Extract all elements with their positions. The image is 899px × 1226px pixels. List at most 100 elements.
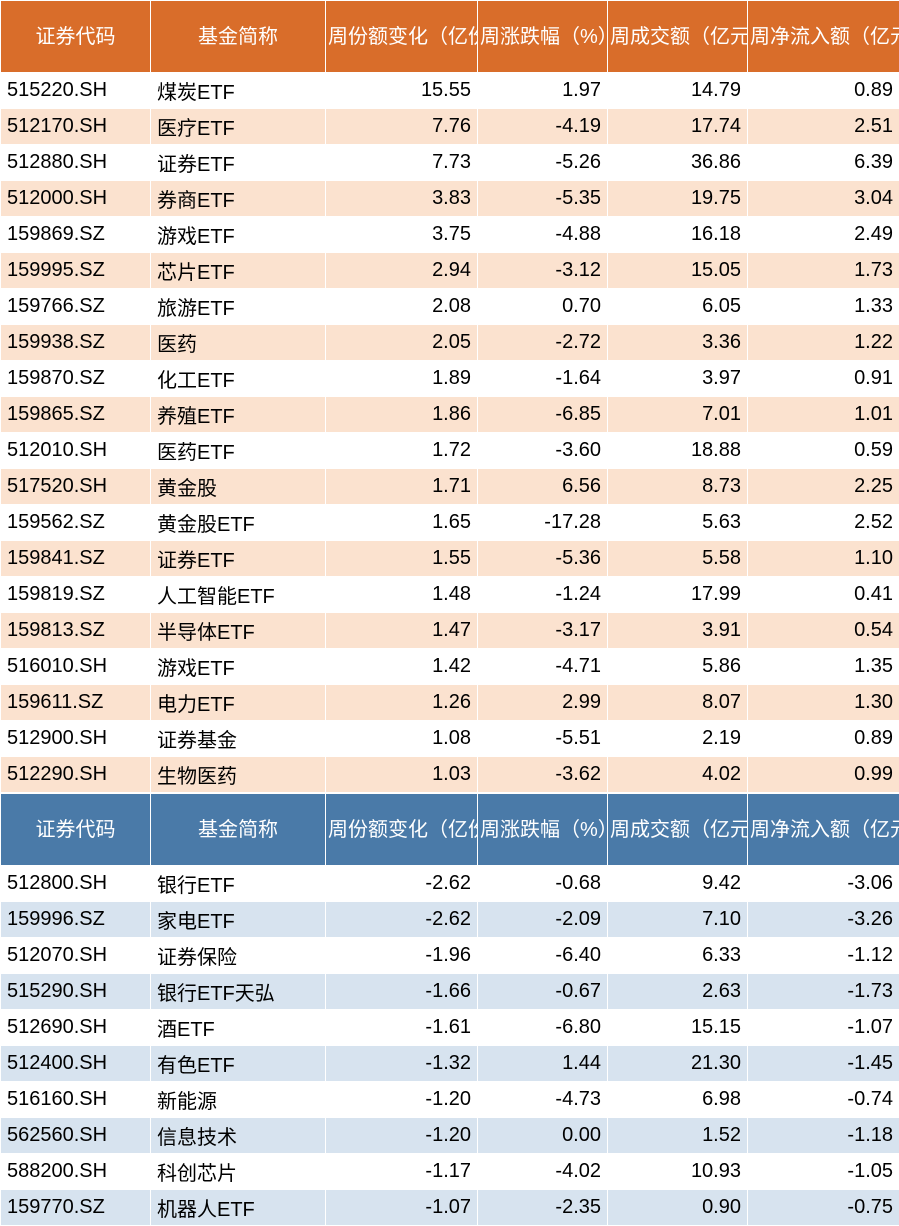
cell-code: 588200.SH: [1, 1154, 151, 1190]
table-row: 159865.SZ养殖ETF1.86-6.857.011.01: [1, 397, 899, 433]
cell-code: 512880.SH: [1, 145, 151, 181]
table-row: 159611.SZ电力ETF1.262.998.071.30: [1, 685, 899, 721]
cell-name: 游戏ETF: [151, 217, 326, 253]
cell-value: 0.89: [748, 721, 899, 757]
cell-code: 159770.SZ: [1, 1190, 151, 1226]
table-row: 517520.SH黄金股1.716.568.732.25: [1, 469, 899, 505]
etf-inflow-table: 证券代码 基金简称 周份额变化（亿份） 周涨跌幅（%） 周成交额（亿元） 周净流…: [0, 0, 899, 793]
col-code: 证券代码: [1, 794, 151, 866]
cell-value: 0.59: [748, 433, 899, 469]
table-row: 159813.SZ半导体ETF1.47-3.173.910.54: [1, 613, 899, 649]
col-name: 基金简称: [151, 1, 326, 73]
cell-value: 6.98: [608, 1082, 748, 1118]
cell-value: 8.73: [608, 469, 748, 505]
cell-value: -1.20: [326, 1082, 478, 1118]
cell-code: 512290.SH: [1, 757, 151, 793]
cell-code: 159938.SZ: [1, 325, 151, 361]
cell-value: -3.17: [478, 613, 608, 649]
cell-value: 1.26: [326, 685, 478, 721]
cell-value: 2.08: [326, 289, 478, 325]
cell-value: -6.40: [478, 938, 608, 974]
cell-value: -3.06: [748, 866, 899, 902]
cell-name: 新能源: [151, 1082, 326, 1118]
table-row: 515220.SH煤炭ETF15.551.9714.790.89: [1, 73, 899, 109]
cell-name: 旅游ETF: [151, 289, 326, 325]
cell-value: -6.80: [478, 1010, 608, 1046]
cell-value: -1.07: [748, 1010, 899, 1046]
cell-value: 3.75: [326, 217, 478, 253]
cell-name: 银行ETF天弘: [151, 974, 326, 1010]
table-row: 159870.SZ化工ETF1.89-1.643.970.91: [1, 361, 899, 397]
cell-value: 9.42: [608, 866, 748, 902]
cell-value: 18.88: [608, 433, 748, 469]
cell-name: 家电ETF: [151, 902, 326, 938]
cell-code: 159995.SZ: [1, 253, 151, 289]
cell-value: -1.73: [748, 974, 899, 1010]
cell-code: 515220.SH: [1, 73, 151, 109]
cell-value: -2.35: [478, 1190, 608, 1226]
cell-code: 159766.SZ: [1, 289, 151, 325]
cell-name: 人工智能ETF: [151, 577, 326, 613]
cell-code: 159611.SZ: [1, 685, 151, 721]
cell-name: 医药ETF: [151, 433, 326, 469]
cell-name: 银行ETF: [151, 866, 326, 902]
cell-name: 黄金股: [151, 469, 326, 505]
cell-value: 1.33: [748, 289, 899, 325]
cell-value: 1.71: [326, 469, 478, 505]
cell-value: 1.55: [326, 541, 478, 577]
cell-value: -2.62: [326, 866, 478, 902]
cell-value: 5.58: [608, 541, 748, 577]
cell-value: 2.63: [608, 974, 748, 1010]
table-row: 512400.SH有色ETF-1.321.4421.30-1.45: [1, 1046, 899, 1082]
cell-value: 2.99: [478, 685, 608, 721]
cell-value: -4.19: [478, 109, 608, 145]
cell-value: 2.05: [326, 325, 478, 361]
cell-value: -2.09: [478, 902, 608, 938]
cell-value: 0.90: [608, 1190, 748, 1226]
cell-value: 1.30: [748, 685, 899, 721]
table-row: 512010.SH医药ETF1.72-3.6018.880.59: [1, 433, 899, 469]
cell-name: 生物医药: [151, 757, 326, 793]
cell-value: 3.83: [326, 181, 478, 217]
table-row: 515290.SH银行ETF天弘-1.66-0.672.63-1.73: [1, 974, 899, 1010]
cell-value: -3.12: [478, 253, 608, 289]
table1-body: 515220.SH煤炭ETF15.551.9714.790.89512170.S…: [1, 73, 899, 793]
cell-value: -2.72: [478, 325, 608, 361]
cell-name: 券商ETF: [151, 181, 326, 217]
cell-value: 2.25: [748, 469, 899, 505]
cell-value: 1.35: [748, 649, 899, 685]
table-row: 512900.SH证券基金1.08-5.512.190.89: [1, 721, 899, 757]
cell-value: 2.19: [608, 721, 748, 757]
col-share-change: 周份额变化（亿份）: [326, 794, 478, 866]
cell-name: 黄金股ETF: [151, 505, 326, 541]
cell-name: 证券保险: [151, 938, 326, 974]
cell-value: -4.88: [478, 217, 608, 253]
cell-value: -5.36: [478, 541, 608, 577]
cell-value: 7.01: [608, 397, 748, 433]
col-net-inflow: 周净流入额（亿元）: [748, 794, 899, 866]
cell-code: 512000.SH: [1, 181, 151, 217]
cell-code: 512800.SH: [1, 866, 151, 902]
cell-name: 煤炭ETF: [151, 73, 326, 109]
cell-value: -1.12: [748, 938, 899, 974]
cell-value: 1.52: [608, 1118, 748, 1154]
cell-value: -6.85: [478, 397, 608, 433]
col-net-inflow: 周净流入额（亿元）: [748, 1, 899, 73]
table-row: 512070.SH证券保险-1.96-6.406.33-1.12: [1, 938, 899, 974]
cell-value: 3.04: [748, 181, 899, 217]
cell-code: 159819.SZ: [1, 577, 151, 613]
cell-value: -1.45: [748, 1046, 899, 1082]
cell-code: 512900.SH: [1, 721, 151, 757]
table-row: 159938.SZ医药2.05-2.723.361.22: [1, 325, 899, 361]
cell-name: 养殖ETF: [151, 397, 326, 433]
cell-value: 0.41: [748, 577, 899, 613]
cell-value: 7.76: [326, 109, 478, 145]
cell-value: -4.73: [478, 1082, 608, 1118]
col-code: 证券代码: [1, 1, 151, 73]
cell-value: 15.05: [608, 253, 748, 289]
cell-value: -4.71: [478, 649, 608, 685]
table2-header: 证券代码 基金简称 周份额变化（亿份） 周涨跌幅（%） 周成交额（亿元） 周净流…: [1, 794, 899, 866]
cell-value: 0.91: [748, 361, 899, 397]
cell-name: 证券ETF: [151, 541, 326, 577]
cell-code: 159813.SZ: [1, 613, 151, 649]
